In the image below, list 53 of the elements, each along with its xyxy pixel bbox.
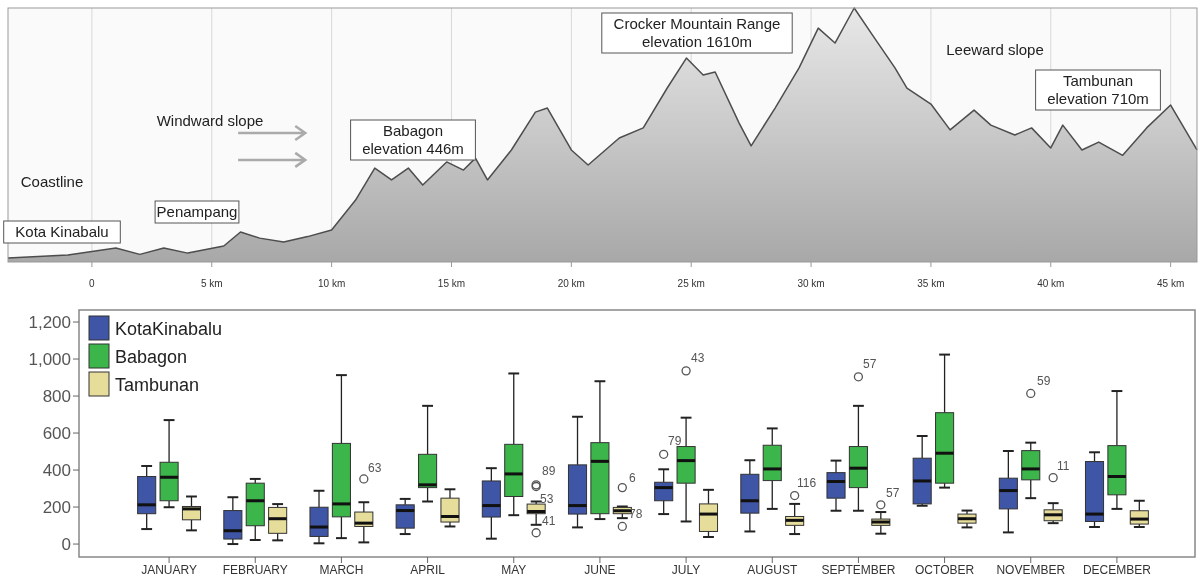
x-tick-label: 25 km (677, 278, 705, 289)
x-tick-label: SEPTEMBER (821, 563, 896, 577)
x-tick-label: MAY (501, 563, 527, 577)
legend-label: Tambunan (115, 375, 200, 395)
annotation: 79 (668, 434, 682, 448)
x-tick-label: APRIL (410, 563, 446, 577)
x-tick-label: 20 km (557, 278, 585, 289)
y-tick-label: 1,000 (28, 350, 71, 370)
annotation: 116 (797, 476, 817, 490)
x-tick-label: 0 (89, 278, 96, 289)
x-tick-label: 10 km (318, 278, 346, 289)
x-tick-label: JULY (671, 563, 701, 577)
annotation: 78 (629, 507, 643, 521)
annotation: 59 (1037, 374, 1051, 388)
annotation: Coastline (20, 173, 84, 190)
x-tick-label: 35 km (917, 278, 945, 289)
annotation: 6 (629, 471, 636, 485)
x-tick-label: 5 km (200, 278, 223, 289)
y-tick-label: 800 (42, 387, 71, 407)
y-tick-label: 1,200 (28, 313, 71, 333)
x-tick-label: 45 km (1157, 278, 1185, 289)
y-tick-label: 600 (42, 424, 71, 444)
annotation: 43 (691, 351, 705, 365)
x-tick-label: JUNE (584, 563, 616, 577)
legend-label: Babagon (115, 347, 188, 367)
annotation: Babagon elevation 446m (362, 122, 464, 157)
annotation: 63 (368, 461, 382, 475)
annotation: 57 (886, 486, 900, 500)
annotation: 41 (542, 514, 556, 528)
x-tick-label: 30 km (797, 278, 825, 289)
annotation: 11 (1057, 459, 1070, 473)
annotation: Leeward slope (946, 41, 1044, 58)
y-tick-label: 400 (42, 461, 71, 481)
x-tick-label: JANUARY (141, 563, 197, 577)
annotation: Kota Kinabalu (15, 223, 109, 240)
annotation: 53 (540, 492, 554, 506)
y-tick-label: 0 (61, 535, 71, 555)
x-tick-label: 15 km (437, 278, 466, 289)
x-tick-label: DECEMBER (1082, 563, 1152, 577)
x-tick-label: FEBRUARY (222, 563, 288, 577)
annotation: 89 (542, 464, 556, 478)
legend-label: KotaKinabalu (115, 319, 223, 339)
annotation: Crocker Mountain Range elevation 1610m (613, 15, 781, 50)
y-tick-label: 200 (42, 498, 71, 518)
annotation: Tambunan elevation 710m (1047, 72, 1149, 107)
x-tick-label: AUGUST (747, 563, 798, 577)
x-tick-label: MARCH (319, 563, 364, 577)
annotation: 57 (863, 357, 877, 371)
annotation: Penampang (156, 203, 238, 220)
annotation: Windward slope (156, 112, 264, 129)
x-tick-label: OCTOBER (915, 563, 975, 577)
x-tick-label: 40 km (1037, 278, 1065, 289)
x-tick-label: NOVEMBER (996, 563, 1066, 577)
